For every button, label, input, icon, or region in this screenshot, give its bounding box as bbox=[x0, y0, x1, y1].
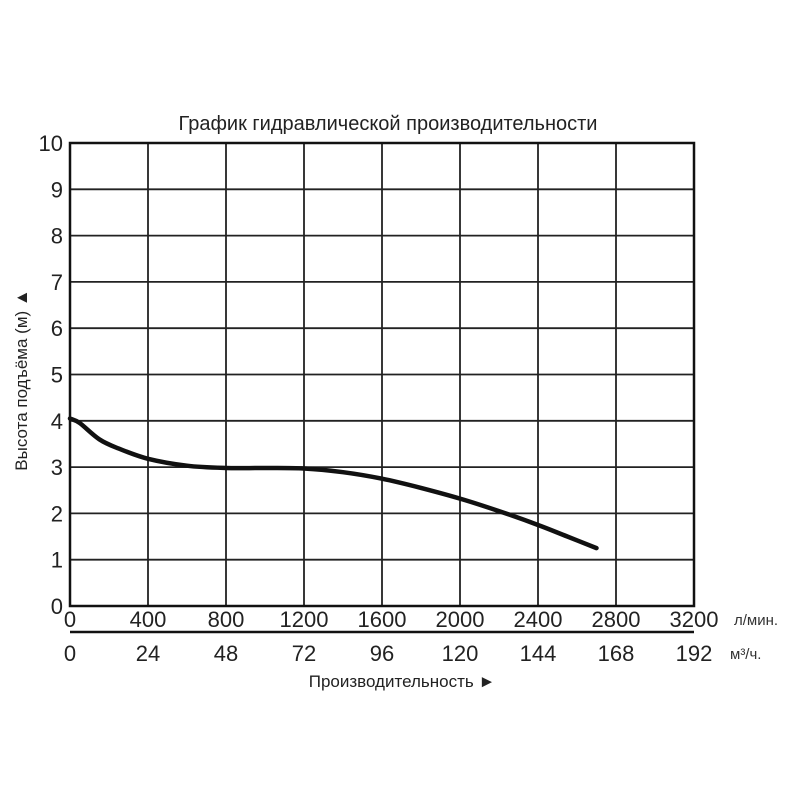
y-tick-label: 8 bbox=[51, 224, 63, 249]
x-tick-label-secondary: 168 bbox=[598, 641, 635, 666]
performance-curve bbox=[67, 416, 599, 551]
y-tick-label: 6 bbox=[51, 316, 63, 341]
x-tick-label-secondary: 72 bbox=[292, 641, 316, 666]
y-tick-label: 10 bbox=[39, 131, 63, 156]
y-tick-label: 5 bbox=[51, 363, 63, 388]
y-axis-tick-labels: 0 1 2 3 4 5 6 7 8 9 10 bbox=[39, 131, 63, 619]
x-tick-label-secondary: 24 bbox=[136, 641, 160, 666]
y-tick-label: 4 bbox=[51, 409, 63, 434]
y-tick-label: 0 bbox=[51, 594, 63, 619]
x-tick-label-secondary: 120 bbox=[442, 641, 479, 666]
y-tick-label: 1 bbox=[51, 548, 63, 573]
x-unit-primary: л/мин. bbox=[734, 612, 778, 629]
x-tick-label-secondary: 0 bbox=[64, 641, 76, 666]
x-axis-title: Производительность ► bbox=[309, 672, 496, 691]
x-tick-label-primary: 800 bbox=[208, 607, 245, 632]
x-tick-label-secondary: 144 bbox=[520, 641, 557, 666]
x-tick-label-primary: 2800 bbox=[592, 607, 641, 632]
chart-title: График гидравлической производительности bbox=[179, 113, 598, 135]
x-tick-label-primary: 2400 bbox=[514, 607, 563, 632]
y-tick-label: 3 bbox=[51, 455, 63, 480]
y-tick-label: 2 bbox=[51, 501, 63, 526]
x-axis-secondary-tick-labels: 0 24 48 72 96 120 144 168 192 bbox=[64, 641, 712, 666]
y-tick-label: 7 bbox=[51, 270, 63, 295]
x-unit-secondary: м³/ч. bbox=[730, 646, 761, 663]
x-tick-label-primary: 3200 bbox=[670, 607, 719, 632]
x-tick-label-primary: 1600 bbox=[358, 607, 407, 632]
x-tick-label-secondary: 96 bbox=[370, 641, 394, 666]
grid bbox=[69, 142, 695, 607]
x-tick-label-secondary: 192 bbox=[676, 641, 713, 666]
x-axis-primary-tick-labels: 0 400 800 1200 1600 2000 2400 2800 3200 bbox=[64, 607, 719, 632]
x-tick-label-primary: 0 bbox=[64, 607, 76, 632]
x-tick-label-primary: 2000 bbox=[436, 607, 485, 632]
x-tick-label-secondary: 48 bbox=[214, 641, 238, 666]
y-tick-label: 9 bbox=[51, 177, 63, 202]
x-tick-label-primary: 1200 bbox=[280, 607, 329, 632]
x-tick-label-primary: 400 bbox=[130, 607, 167, 632]
y-axis-title: Высота подъёма (м) ▲ bbox=[12, 289, 31, 470]
plot-frame bbox=[68, 141, 696, 608]
